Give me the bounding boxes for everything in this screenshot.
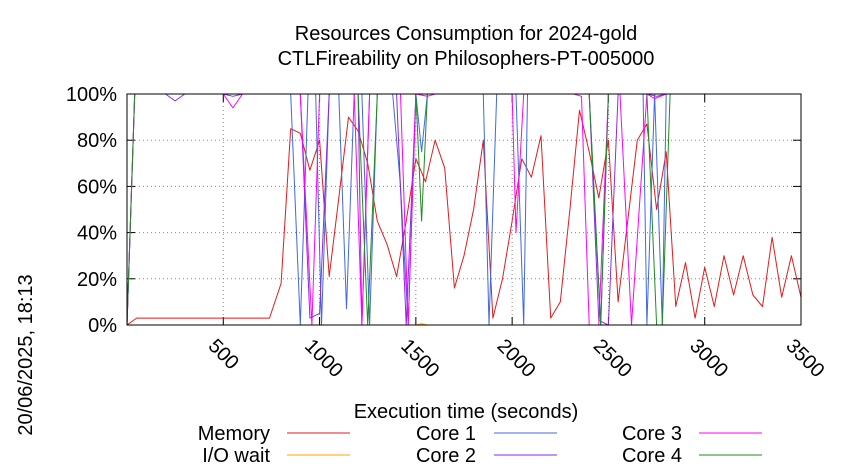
side-date-label: 20/06/2025, 18:13	[15, 274, 37, 435]
chart-subtitle: CTLFireability on Philosophers-PT-005000	[278, 48, 655, 70]
y-tick-label: 40%	[77, 223, 117, 245]
x-axis-label: Execution time (seconds)	[354, 401, 579, 423]
x-tick-label: 1000	[300, 335, 347, 382]
legend-label-memory: Memory	[198, 423, 270, 445]
legend-label-core-4: Core 4	[622, 445, 682, 467]
chart-title: Resources Consumption for 2024-gold	[295, 23, 637, 45]
x-tick-label: 3500	[781, 335, 828, 382]
x-tick-label: 2000	[493, 335, 540, 382]
x-tick-label: 500	[204, 335, 243, 374]
y-axis-ticks: 0% 20% 40% 60% 80% 100%	[66, 84, 801, 337]
x-tick-label: 3000	[685, 335, 732, 382]
plot-frame	[126, 93, 802, 326]
legend-label-core-1: Core 1	[416, 423, 476, 445]
series-lines	[126, 93, 802, 326]
x-axis-ticks: 500 1000 1500 2000 2500 3000 3500	[204, 94, 828, 382]
y-tick-label: 100%	[66, 84, 117, 106]
y-tick-label: 60%	[77, 176, 117, 198]
series-line-memory	[126, 109, 802, 326]
y-tick-label: 0%	[88, 315, 117, 337]
grid	[127, 94, 801, 325]
legend-label-i-o-wait: I/O wait	[202, 445, 270, 467]
legend-label-core-3: Core 3	[622, 423, 682, 445]
x-tick-label: 1500	[396, 335, 443, 382]
x-tick-label: 2500	[589, 335, 636, 382]
legend-label-core-2: Core 2	[416, 445, 476, 467]
y-tick-label: 20%	[77, 269, 117, 291]
y-tick-label: 80%	[77, 130, 117, 152]
